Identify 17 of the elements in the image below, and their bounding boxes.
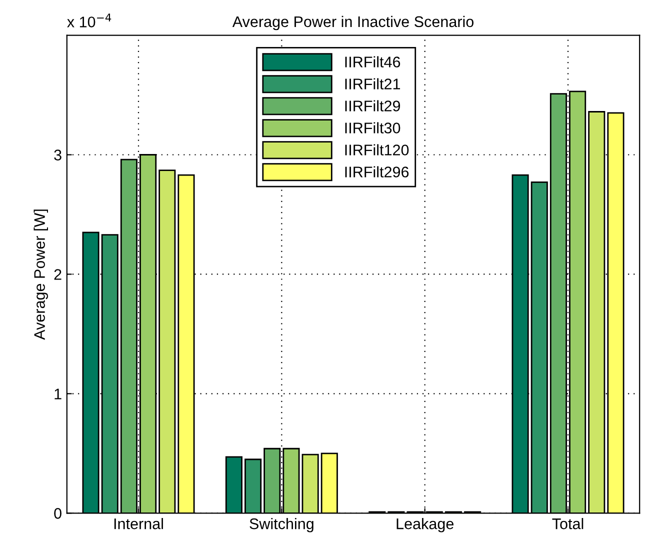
y-tick-label: 1 (54, 388, 62, 400)
text: x 10$^{−4}$ (67, 14, 112, 28)
x-tick-label: Leakage (396, 518, 454, 532)
x-tick-label: Switching (250, 518, 314, 532)
legend-label: IIRFilt29 (345, 100, 400, 112)
legend-label: IIRFilt120 (345, 144, 409, 156)
y-tick-label: 3 (54, 150, 62, 160)
y-tick-label: 2 (54, 269, 62, 280)
legend-label: IIRFilt296 (345, 166, 409, 178)
y-axis-title: Average Power [W] (34, 210, 48, 340)
x-tick-label: Total (552, 518, 584, 530)
chart-title: Average Power in Inactive Scenario (232, 16, 474, 30)
x-tick-label: Internal (114, 518, 163, 530)
legend-label: IIRFilt30 (345, 122, 400, 134)
legend-label: IIRFilt21 (345, 78, 400, 90)
legend-label: IIRFilt46 (345, 56, 400, 68)
y-tick-label: 0 (54, 508, 62, 519)
